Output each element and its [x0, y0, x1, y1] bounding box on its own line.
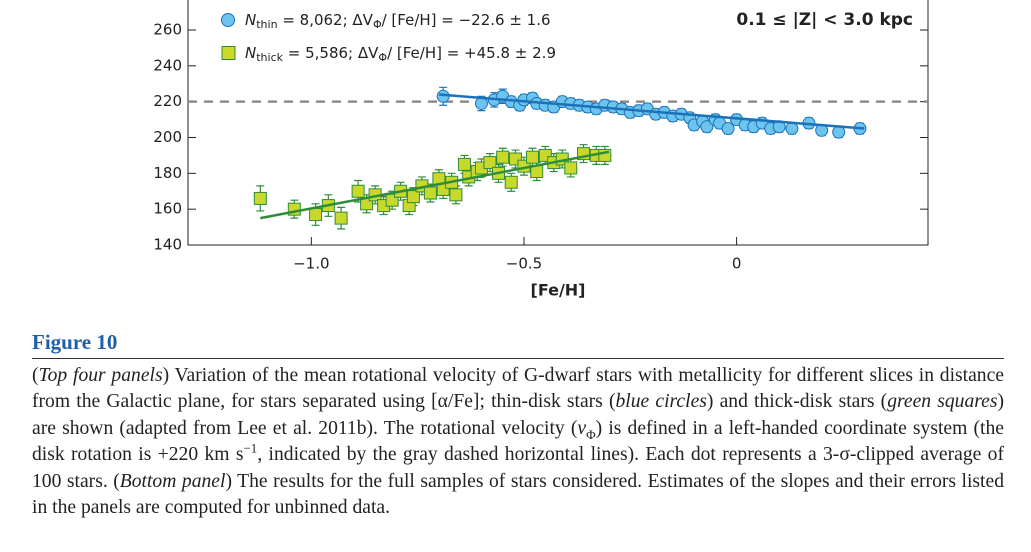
chart: [Fe/H] 0.1 ≤ |Z| < 3.0 kpc 140 160 180 200 2… [153, 0, 929, 300]
legend-text: N [245, 44, 256, 62]
point [309, 208, 323, 222]
legend-text: thin [256, 18, 277, 31]
caption-text: green squares [887, 391, 998, 413]
legend-text: / [Fe/H] = −22.6 ± 1.6 [382, 11, 551, 29]
y-tick-label: 220 [153, 92, 182, 110]
y-tick-label: 180 [153, 164, 182, 182]
legend-text: Φ [373, 18, 382, 31]
caption-text: ( [32, 365, 39, 386]
caption-text: Φ [586, 426, 596, 442]
point [457, 157, 471, 171]
point [700, 120, 714, 134]
point [598, 148, 612, 162]
fit-line [260, 150, 610, 220]
legend-text: N [245, 11, 256, 29]
legend-marker [221, 46, 236, 60]
legend-text: / [Fe/H] = +45.8 ± 2.9 [387, 44, 556, 62]
caption-text: , indicated by the gray dashed horizonta… [32, 444, 1004, 492]
point [253, 191, 267, 205]
point [406, 190, 420, 204]
x-axis-label: [Fe/H] [531, 281, 586, 300]
legend-text: Φ [378, 51, 387, 64]
point [564, 161, 578, 175]
caption-rule [32, 358, 1004, 359]
point [525, 150, 539, 164]
caption-text: ) are shown (adapted from Lee et al. 201… [32, 391, 1005, 439]
point [334, 211, 348, 225]
caption-text: ) The results for the full samples of st… [32, 470, 1004, 519]
caption-text: ) and thick-disk stars ( [706, 391, 888, 413]
fit-line [438, 93, 865, 130]
plot-frame [187, 0, 929, 246]
y-tick-label: 260 [153, 21, 182, 39]
legend-label: Nthin = 8,062; ΔVΦ/ [Fe/H] = −22.6 ± 1.6 [245, 11, 551, 32]
legend-text: thick [256, 51, 283, 64]
point [449, 188, 463, 202]
y-tick-label: 140 [153, 236, 182, 254]
legend-text: = 5,586; ΔV [283, 44, 379, 62]
x-tick-label: 0 [732, 255, 742, 273]
caption-text: −1 [243, 440, 258, 456]
caption-text: v [577, 417, 587, 439]
point [351, 184, 365, 198]
y-tick-label: 160 [153, 200, 182, 218]
point [504, 175, 518, 189]
legend-text: = 8,062; ΔV [278, 11, 374, 29]
point [721, 122, 735, 136]
point [483, 156, 497, 170]
caption-text: ) Variation of the mean rotational veloc… [32, 365, 1004, 413]
y-tick-label: 200 [153, 128, 182, 146]
x-tick-label: −1.0 [293, 255, 329, 273]
annotation: 0.1 ≤ |Z| < 3.0 kpc [736, 10, 913, 30]
x-tick-label: −0.5 [506, 255, 542, 273]
caption: (Top four panels) Variation of the mean … [32, 363, 1004, 521]
caption-text: Bottom panel [119, 470, 226, 492]
caption-text: Top four panels [38, 365, 163, 386]
caption-text: blue circles [615, 391, 707, 413]
point [496, 150, 510, 164]
legend-marker [221, 13, 235, 27]
figure-label: Figure 10 [32, 330, 118, 354]
caption-text: ) is defined in a left-handed coordinate… [32, 417, 1004, 466]
point [423, 186, 437, 200]
legend-label: Nthick = 5,586; ΔVΦ/ [Fe/H] = +45.8 ± 2.… [245, 44, 556, 65]
y-tick-label: 240 [153, 56, 182, 74]
